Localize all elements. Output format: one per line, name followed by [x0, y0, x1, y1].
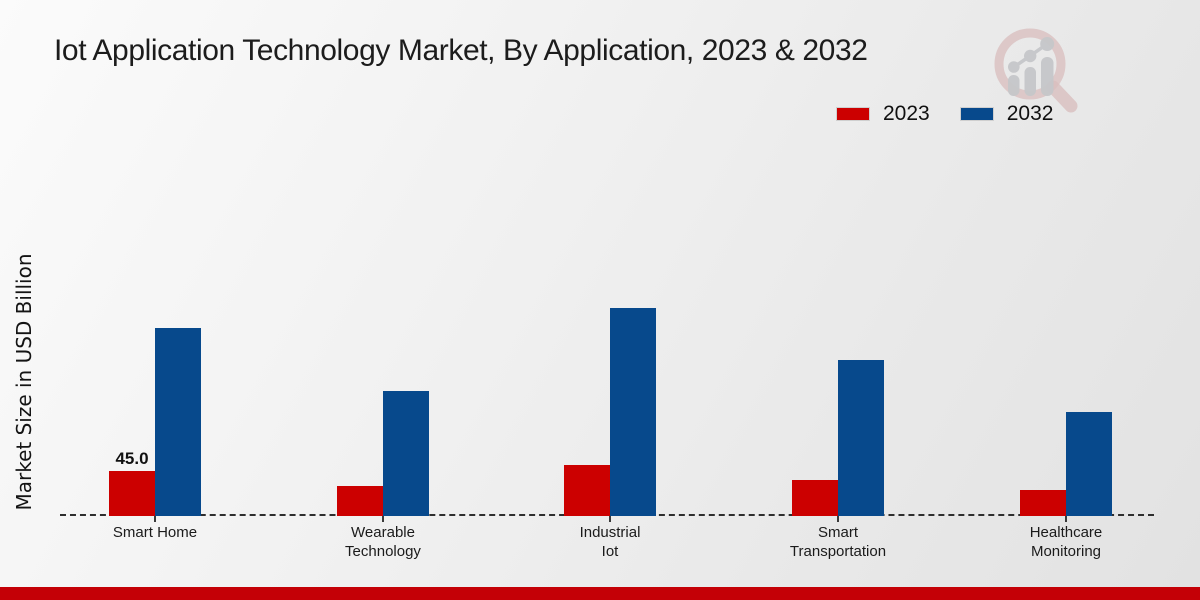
category-label-smart-home: Smart Home: [112, 524, 198, 541]
y-axis-label: Market Size in USD Billion: [12, 253, 36, 511]
legend-item-2023: 2023: [836, 102, 930, 126]
axis-tick-healthcare-monitoring: [1065, 516, 1067, 522]
category-label-healthcare-monitoring: Healthcare Monitoring: [1029, 524, 1103, 560]
bar-2023-smart-transportation: [792, 480, 838, 516]
bottom-accent-strip: [0, 587, 1200, 600]
bar-2032-smart-home: [155, 328, 201, 516]
legend-item-2032: 2032: [959, 102, 1054, 126]
category-label-wearable-technology: Wearable Technology: [345, 524, 421, 560]
axis-tick-smart-home: [154, 516, 156, 522]
bar-2023-industrial-iot: [564, 465, 610, 516]
chart-title: Iot Application Technology Market, By Ap…: [54, 34, 868, 67]
category-label-industrial-iot: Industrial Iot: [579, 524, 641, 560]
bar-2032-smart-transportation: [838, 360, 884, 516]
legend: 2023 2032: [836, 102, 1053, 126]
legend-swatch-2023: [836, 107, 870, 121]
category-label-smart-transportation: Smart Transportation: [789, 524, 887, 560]
legend-label-2023: 2023: [883, 102, 930, 125]
bar-trend-icon: [1008, 37, 1055, 96]
market-research-watermark-logo: [994, 28, 1078, 113]
bar-2032-wearable-technology: [383, 391, 429, 516]
axis-tick-smart-transportation: [837, 516, 839, 522]
bar-2023-healthcare-monitoring: [1020, 490, 1066, 516]
bar-2032-healthcare-monitoring: [1066, 412, 1112, 516]
bar-value-label: 45.0: [115, 449, 149, 468]
axis-tick-wearable-technology: [382, 516, 384, 522]
legend-label-2032: 2032: [1006, 102, 1054, 125]
legend-swatch-2032: [959, 107, 994, 121]
bar-2032-industrial-iot: [610, 308, 656, 516]
bar-2023-smart-home: [109, 471, 155, 516]
axis-tick-industrial-iot: [609, 516, 611, 522]
bar-2023-wearable-technology: [337, 486, 383, 516]
